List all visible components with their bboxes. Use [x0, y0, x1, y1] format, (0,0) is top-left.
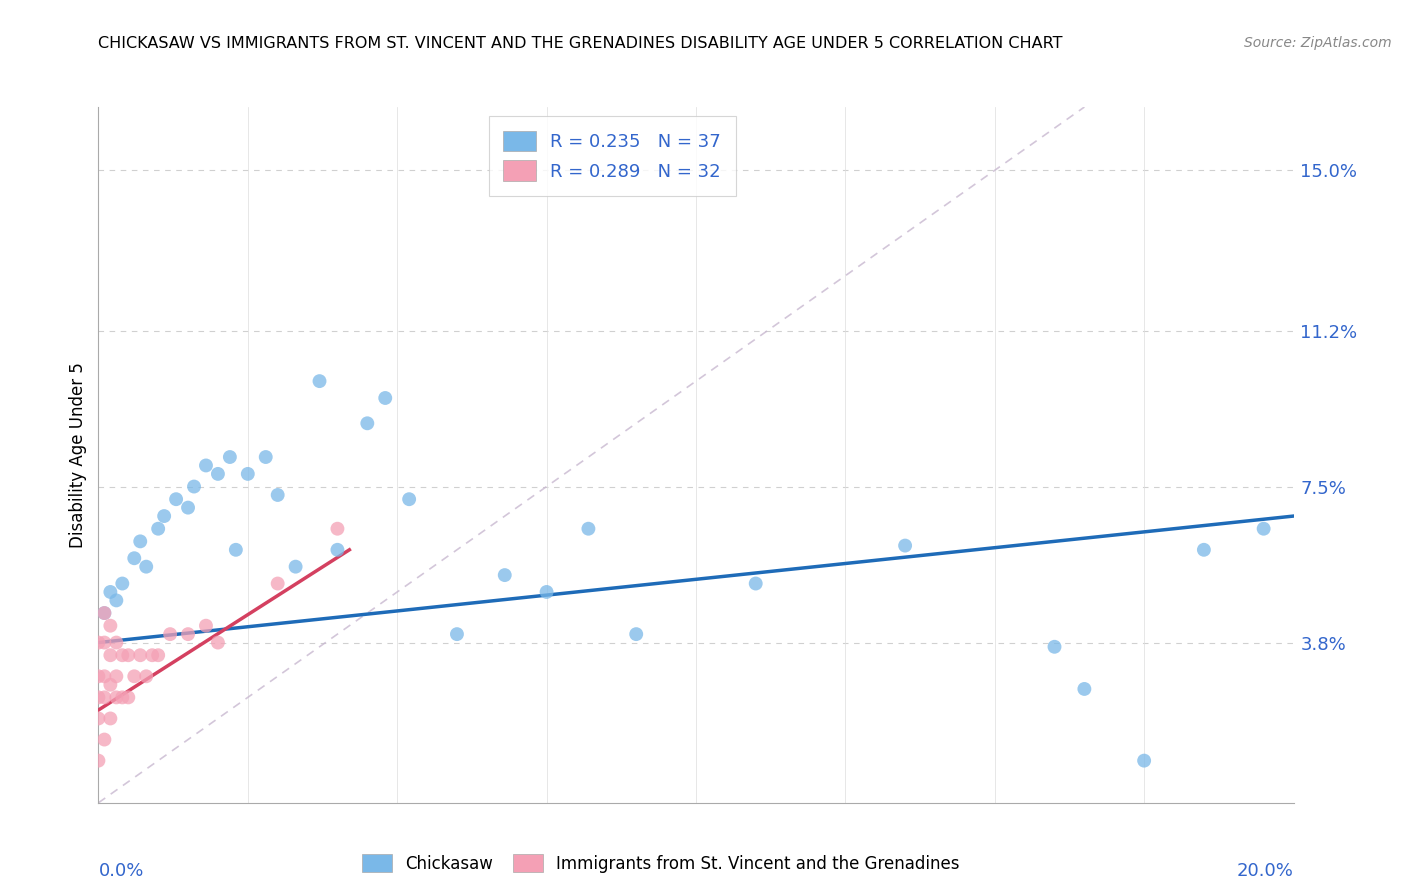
Point — [93, 732, 115, 747]
Point — [98, 678, 122, 692]
Point — [111, 576, 134, 591]
Point — [98, 711, 122, 725]
Point — [105, 593, 128, 607]
Point — [93, 606, 115, 620]
Point — [124, 669, 146, 683]
Point — [1043, 640, 1066, 654]
Point — [87, 635, 110, 649]
Point — [159, 627, 181, 641]
Point — [98, 618, 122, 632]
Point — [219, 450, 242, 464]
Point — [98, 585, 122, 599]
Point — [446, 627, 468, 641]
Point — [745, 576, 768, 591]
Point — [267, 488, 290, 502]
Point — [105, 690, 128, 705]
Point — [87, 690, 110, 705]
Point — [93, 606, 115, 620]
Point — [93, 635, 115, 649]
Point — [141, 648, 163, 663]
Point — [129, 648, 152, 663]
Point — [267, 576, 290, 591]
Point — [308, 374, 330, 388]
Point — [356, 417, 378, 431]
Point — [207, 467, 229, 481]
Legend: R = 0.235   N = 37, R = 0.289   N = 32: R = 0.235 N = 37, R = 0.289 N = 32 — [489, 116, 735, 195]
Point — [111, 648, 134, 663]
Point — [98, 648, 122, 663]
Legend: Chickasaw, Immigrants from St. Vincent and the Grenadines: Chickasaw, Immigrants from St. Vincent a… — [356, 847, 966, 880]
Point — [177, 500, 200, 515]
Point — [536, 585, 558, 599]
Point — [129, 534, 152, 549]
Point — [93, 669, 115, 683]
Point — [494, 568, 516, 582]
Point — [578, 522, 600, 536]
Point — [117, 690, 139, 705]
Point — [105, 669, 128, 683]
Point — [195, 458, 218, 473]
Point — [626, 627, 648, 641]
Point — [148, 522, 170, 536]
Point — [183, 479, 205, 493]
Point — [374, 391, 396, 405]
Point — [177, 627, 200, 641]
Text: CHICKASAW VS IMMIGRANTS FROM ST. VINCENT AND THE GRENADINES DISABILITY AGE UNDER: CHICKASAW VS IMMIGRANTS FROM ST. VINCENT… — [98, 36, 1063, 51]
Point — [1133, 754, 1156, 768]
Point — [207, 635, 229, 649]
Point — [254, 450, 277, 464]
Point — [105, 635, 128, 649]
Point — [135, 559, 157, 574]
Point — [398, 492, 420, 507]
Point — [1073, 681, 1095, 696]
Y-axis label: Disability Age Under 5: Disability Age Under 5 — [69, 362, 87, 548]
Point — [153, 509, 176, 524]
Point — [87, 754, 110, 768]
Point — [124, 551, 146, 566]
Point — [284, 559, 307, 574]
Point — [326, 542, 349, 557]
Point — [135, 669, 157, 683]
Point — [93, 690, 115, 705]
Point — [225, 542, 247, 557]
Point — [117, 648, 139, 663]
Point — [87, 669, 110, 683]
Point — [148, 648, 170, 663]
Point — [87, 711, 110, 725]
Point — [165, 492, 187, 507]
Text: 0.0%: 0.0% — [98, 862, 143, 880]
Text: 20.0%: 20.0% — [1237, 862, 1294, 880]
Point — [195, 618, 218, 632]
Point — [894, 539, 917, 553]
Point — [111, 690, 134, 705]
Text: Source: ZipAtlas.com: Source: ZipAtlas.com — [1244, 36, 1392, 50]
Point — [1253, 522, 1275, 536]
Point — [326, 522, 349, 536]
Point — [1192, 542, 1215, 557]
Point — [236, 467, 259, 481]
